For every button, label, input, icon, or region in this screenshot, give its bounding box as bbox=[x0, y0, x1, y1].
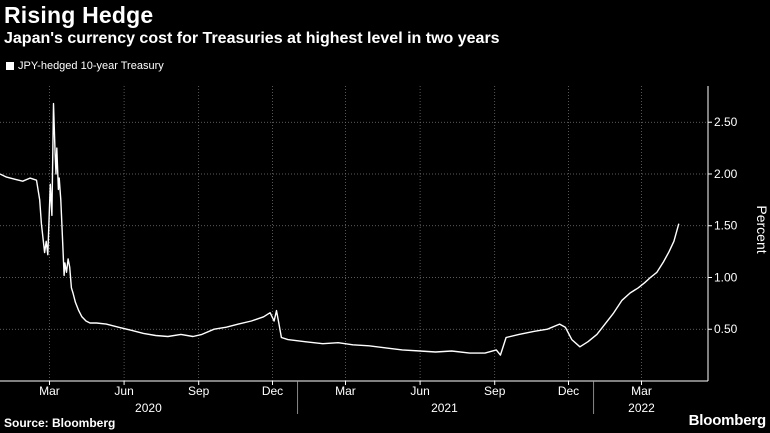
year-label: 2022 bbox=[628, 401, 655, 415]
legend: JPY-hedged 10-year Treasury bbox=[6, 60, 164, 72]
x-tick-label: Jun bbox=[410, 384, 429, 398]
chart-subtitle: Japan's currency cost for Treasuries at … bbox=[4, 30, 500, 47]
legend-swatch bbox=[6, 62, 14, 70]
x-tick-label: Sep bbox=[484, 384, 506, 398]
x-tick-label: Jun bbox=[114, 384, 133, 398]
y-tick-label: 0.50 bbox=[714, 322, 738, 336]
x-tick-label: Mar bbox=[631, 384, 652, 398]
x-tick-label: Mar bbox=[335, 384, 356, 398]
year-label: 2021 bbox=[431, 401, 458, 415]
y-tick-label: 1.50 bbox=[714, 219, 738, 233]
x-tick-label: Dec bbox=[262, 384, 283, 398]
x-tick-label: Sep bbox=[188, 384, 210, 398]
y-tick-label: 2.50 bbox=[714, 115, 738, 129]
chart-title: Rising Hedge bbox=[4, 2, 154, 28]
x-tick-label: Dec bbox=[558, 384, 579, 398]
bloomberg-logo: Bloomberg bbox=[688, 412, 767, 429]
y-tick-label: 2.00 bbox=[714, 167, 738, 181]
source-note: Source: Bloomberg bbox=[4, 416, 116, 430]
legend-label: JPY-hedged 10-year Treasury bbox=[18, 60, 164, 72]
x-tick-label: Mar bbox=[39, 384, 60, 398]
year-label: 2020 bbox=[135, 401, 162, 415]
y-tick-label: 1.00 bbox=[714, 270, 738, 284]
y-axis-label: Percent bbox=[754, 205, 770, 253]
series-line bbox=[0, 102, 680, 356]
